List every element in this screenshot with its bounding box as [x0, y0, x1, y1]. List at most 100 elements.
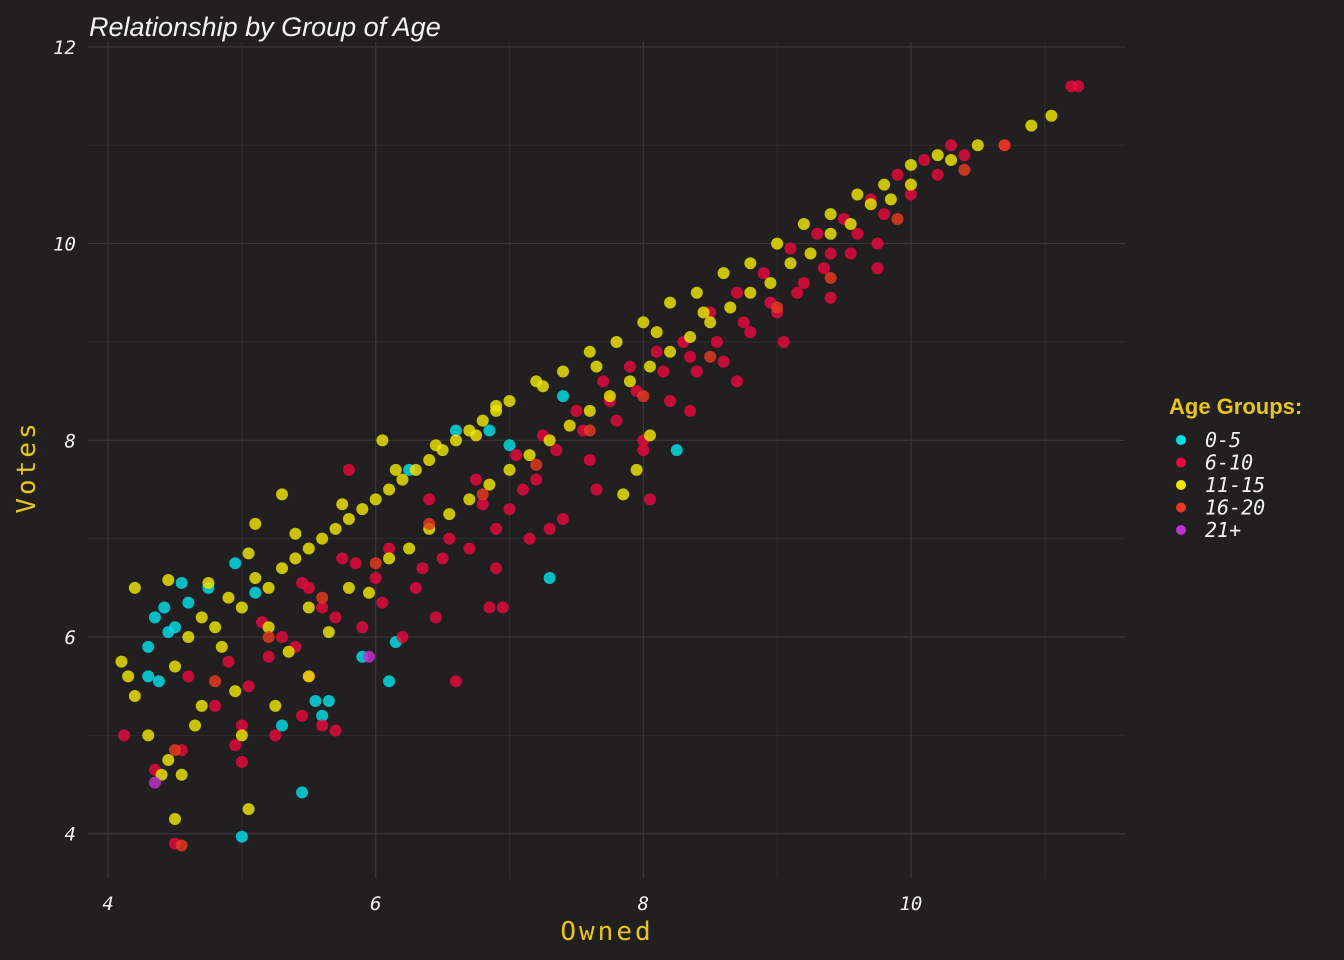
point-11-15: [242, 803, 255, 816]
point-16-20: [168, 744, 181, 757]
point-11-15: [583, 404, 596, 417]
point-11-15: [684, 331, 697, 344]
point-11-15: [617, 488, 630, 501]
point-11-15: [342, 513, 355, 526]
point-16-20: [958, 163, 971, 176]
point-6-10: [316, 601, 329, 614]
series-11-15: [115, 109, 1058, 825]
point-11-15: [650, 326, 663, 339]
point-6-10: [797, 276, 810, 289]
point-11-15: [583, 345, 596, 358]
point-6-10: [342, 463, 355, 476]
y-tick-label: 6: [65, 627, 76, 649]
point-11-15: [389, 463, 402, 476]
point-6-10: [376, 596, 389, 609]
point-11-15: [329, 522, 342, 535]
point-11-15: [342, 581, 355, 594]
point-11-15: [302, 542, 315, 555]
point-21+: [148, 776, 161, 789]
point-0-5: [142, 670, 155, 683]
data-points: [115, 80, 1085, 852]
point-11-15: [824, 208, 837, 221]
point-6-10: [851, 227, 864, 240]
point-0-5: [229, 557, 242, 570]
legend-label-0-5: 0-5: [1205, 428, 1241, 452]
point-6-10: [503, 503, 516, 516]
point-6-10: [557, 513, 570, 526]
point-6-10: [871, 237, 884, 250]
point-11-15: [249, 572, 262, 585]
point-11-15: [664, 345, 677, 358]
point-6-10: [369, 572, 382, 585]
series-6-10: [118, 80, 1085, 850]
point-11-15: [844, 217, 857, 230]
point-11-15: [904, 158, 917, 171]
point-6-10: [443, 532, 456, 545]
point-6-10: [269, 729, 282, 742]
point-0-5: [483, 424, 496, 437]
point-6-10: [583, 454, 596, 466]
legend-label-11-15: 11-15: [1205, 473, 1265, 497]
point-6-10: [349, 557, 362, 570]
point-16-20: [262, 631, 275, 644]
point-16-20: [530, 458, 543, 471]
point-6-10: [383, 542, 396, 555]
point-6-10: [1072, 80, 1085, 93]
point-11-15: [202, 576, 215, 589]
point-11-15: [884, 193, 897, 206]
point-6-10: [918, 154, 931, 167]
point-11-15: [302, 601, 315, 614]
point-6-10: [429, 611, 442, 624]
point-6-10: [490, 522, 503, 535]
point-16-20: [998, 139, 1011, 152]
point-21+: [362, 650, 375, 663]
point-11-15: [878, 178, 891, 191]
point-11-15: [302, 670, 315, 683]
y-tick-label: 4: [65, 824, 76, 846]
point-11-15: [717, 267, 730, 280]
point-11-15: [195, 699, 208, 712]
point-6-10: [777, 335, 790, 348]
point-11-15: [603, 390, 616, 403]
point-11-15: [128, 581, 141, 594]
point-11-15: [536, 380, 549, 393]
point-16-20: [476, 488, 489, 501]
point-6-10: [118, 729, 131, 742]
x-tick-label: 6: [370, 893, 381, 915]
point-0-5: [322, 694, 335, 707]
point-6-10: [490, 562, 503, 575]
point-11-15: [630, 463, 643, 476]
point-11-15: [403, 542, 416, 555]
point-6-10: [523, 532, 536, 545]
point-16-20: [175, 839, 188, 852]
point-0-5: [148, 611, 161, 624]
point-6-10: [643, 493, 656, 506]
point-16-20: [704, 350, 717, 363]
point-11-15: [490, 399, 503, 412]
point-6-10: [730, 375, 743, 388]
point-6-10: [650, 345, 663, 358]
point-6-10: [296, 576, 309, 589]
point-6-10: [811, 227, 824, 240]
point-6-10: [436, 552, 449, 565]
point-11-15: [155, 768, 168, 781]
point-6-10: [336, 552, 349, 565]
point-6-10: [209, 699, 222, 712]
point-11-15: [1045, 109, 1058, 122]
point-11-15: [590, 360, 603, 373]
point-0-5: [175, 576, 188, 589]
point-0-5: [316, 709, 329, 722]
point-11-15: [276, 488, 289, 501]
point-0-5: [182, 596, 195, 609]
point-6-10: [262, 650, 275, 663]
point-6-10: [182, 670, 195, 683]
point-6-10: [878, 208, 891, 221]
point-11-15: [189, 719, 202, 732]
point-11-15: [409, 463, 422, 476]
point-11-15: [724, 301, 737, 314]
point-11-15: [971, 139, 984, 152]
point-6-10: [824, 291, 837, 304]
point-11-15: [563, 419, 576, 432]
series-16-20: [168, 139, 1011, 852]
